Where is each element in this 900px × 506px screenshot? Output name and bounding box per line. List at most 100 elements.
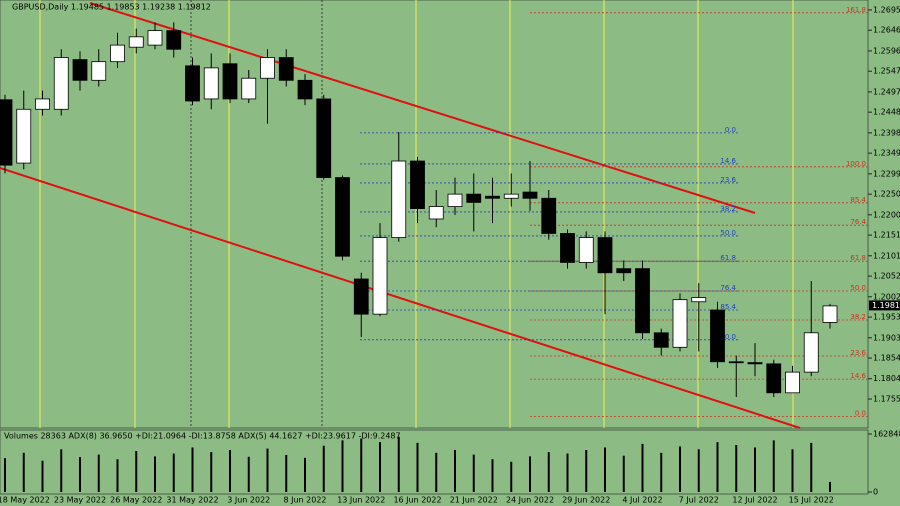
x-tick-label: 24 Jun 2022 — [506, 496, 554, 505]
fib-label: 100.0 — [846, 160, 866, 168]
fib-label: 76.4 — [850, 218, 866, 226]
x-tick-label: 21 Jun 2022 — [450, 496, 498, 505]
x-tick-label: 15 Jul 2022 — [789, 496, 834, 505]
x-tick-label: 4 Jul 2022 — [622, 496, 662, 505]
candle-body — [653, 332, 669, 348]
fib-label: 38.2 — [720, 205, 736, 213]
candle-body — [147, 30, 163, 46]
candle-body — [560, 233, 575, 263]
fib-label: 0.0 — [855, 409, 866, 417]
month-lines — [190, 0, 323, 428]
candle-body — [391, 160, 407, 238]
fib-label: 38.2 — [850, 313, 866, 321]
candle-body — [185, 65, 200, 102]
y-tick-label: 1.25960 — [873, 46, 900, 55]
fib-label: 14.6 — [720, 157, 736, 165]
fib-label: 85.4 — [850, 196, 866, 204]
candle-body — [110, 44, 125, 63]
candle-body — [53, 57, 69, 110]
x-tick-label: 18 May 2022 — [0, 496, 50, 505]
candle-body — [503, 193, 519, 199]
fib-label: 0.0 — [725, 126, 736, 134]
y-tick-label: 1.22000 — [873, 210, 900, 219]
candle-body — [785, 371, 800, 394]
x-tick-label: 12 Jul 2022 — [732, 496, 777, 505]
y-tick-label: 1.18540 — [873, 354, 900, 363]
candle-body — [710, 309, 725, 363]
candle-body — [597, 237, 613, 274]
candle-body — [72, 59, 88, 81]
candle-body — [428, 206, 444, 220]
candle-body — [222, 63, 238, 100]
candle-body — [35, 98, 50, 110]
x-tick-label: 3 Jun 2022 — [227, 496, 270, 505]
candle-body — [766, 363, 782, 394]
x-tick-label: 31 May 2022 — [166, 496, 218, 505]
candle-body — [616, 268, 632, 274]
fib-label: 161.8 — [846, 6, 866, 14]
x-tick-label: 29 Jun 2022 — [562, 496, 610, 505]
y-tick-label: 1.25470 — [873, 67, 900, 76]
fib-label: 50.0 — [850, 284, 866, 292]
fib-label: 100.0 — [716, 333, 736, 341]
candle-body — [353, 278, 369, 315]
candle-body — [91, 61, 107, 81]
fib-label: 76.4 — [720, 284, 736, 292]
candle-body — [260, 57, 275, 79]
x-tick-label: 8 Jun 2022 — [283, 496, 326, 505]
candle-body — [691, 297, 707, 303]
candle-body — [635, 268, 650, 334]
candle-body — [128, 36, 144, 48]
candle-body — [447, 193, 463, 207]
volume-title: Volumes 28363 ADX(8) 36.9650 +DI:21.0964… — [4, 432, 401, 441]
volume-panel — [0, 429, 869, 495]
y-tick-label: 1.26460 — [873, 26, 900, 35]
chart-title: GBPUSD,Daily 1.19485 1.19853 1.19238 1.1… — [12, 3, 211, 12]
candle-body — [410, 160, 425, 210]
candle-body — [747, 362, 763, 365]
y-tick-label: 1.20520 — [873, 272, 900, 281]
y-tick-label: 1.23980 — [873, 128, 900, 137]
y-tick-label: 1.22500 — [873, 190, 900, 199]
y-tick-label: 1.19030 — [873, 333, 900, 342]
candle-body — [203, 67, 219, 100]
y-tick-label: 1.24970 — [873, 87, 900, 96]
y-tick-label: 1.20020 — [873, 292, 900, 301]
y-tick-label: 1.18040 — [873, 374, 900, 383]
fib-label: 23.6 — [720, 176, 736, 184]
candle-body — [485, 195, 500, 199]
fib-label: 14.6 — [850, 372, 866, 380]
fib-label: 85.4 — [720, 303, 736, 311]
candle-body — [278, 57, 294, 81]
candle-body — [672, 299, 688, 348]
y-tick-label: 1.26950 — [873, 5, 900, 14]
current-price-box — [869, 300, 900, 311]
y-tick-label: 1.24480 — [873, 108, 900, 117]
fib-label: 50.0 — [720, 229, 736, 237]
marks: 1.26950 1.26460 1.25960 1.25470 1.24970 1.244… — [0, 5, 900, 505]
candle-body — [803, 332, 819, 373]
candle-body — [316, 98, 332, 178]
x-tick-label: 13 Jun 2022 — [337, 496, 385, 505]
candle-body — [466, 193, 482, 203]
candle-body — [728, 361, 744, 364]
candle-body — [541, 197, 557, 234]
candle-body — [166, 30, 182, 50]
fib-label: 61.8 — [720, 254, 736, 262]
candle-body — [578, 237, 594, 263]
volume-tick-label: 162848 — [873, 430, 900, 439]
y-tick-label: 1.21010 — [873, 251, 900, 260]
candle-body — [16, 108, 32, 164]
x-tick-label: 23 May 2022 — [54, 496, 106, 505]
candle-body — [335, 177, 350, 257]
y-tick-label: 1.19530 — [873, 313, 900, 322]
candle-body — [241, 77, 257, 100]
trend-channel — [0, 2, 801, 429]
x-tick-label: 26 May 2022 — [110, 496, 162, 505]
fib-label: 61.8 — [850, 254, 866, 262]
candle-body — [0, 99, 13, 166]
y-tick-label: 1.17550 — [873, 395, 900, 404]
candle-body — [372, 237, 388, 315]
volume-tick-label: 0 — [873, 488, 878, 497]
